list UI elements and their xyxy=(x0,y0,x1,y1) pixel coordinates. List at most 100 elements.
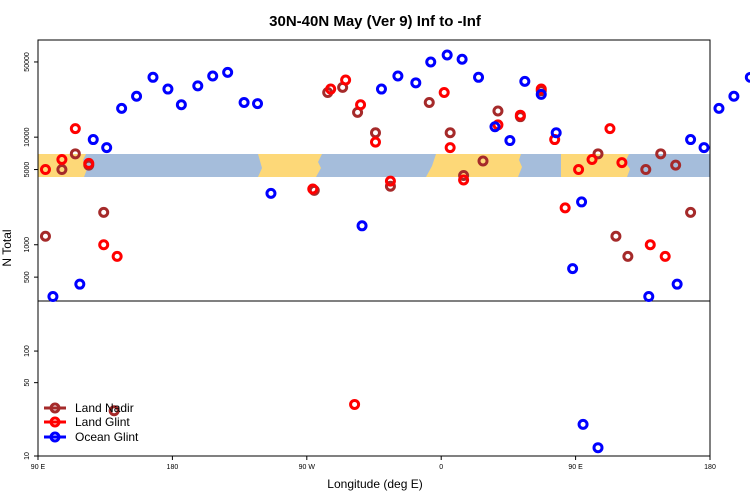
point-ocean-glint xyxy=(698,142,710,154)
x-tick-label: 90 E xyxy=(568,464,583,471)
point-land-nadir xyxy=(56,164,68,176)
x-tick-label: 90 W xyxy=(299,464,316,471)
point-ocean-glint xyxy=(222,66,234,78)
point-land-glint xyxy=(325,83,337,95)
point-land-glint xyxy=(604,123,616,135)
point-land-nadir xyxy=(108,405,120,417)
x-tick-label: 180 xyxy=(167,464,179,471)
legend-marker-land-nadir xyxy=(49,402,61,414)
land-region-3 xyxy=(561,154,630,177)
point-ocean-glint xyxy=(131,90,143,102)
point-land-glint xyxy=(349,398,361,410)
point-land-glint xyxy=(111,250,123,262)
point-ocean-glint xyxy=(47,291,59,303)
point-ocean-glint xyxy=(519,75,531,87)
legend-label-land-nadir: Land Nadir xyxy=(75,401,134,415)
point-land-glint xyxy=(586,153,598,165)
lower-y-tick-label: 100 xyxy=(24,345,31,357)
point-ocean-glint xyxy=(504,135,516,147)
x-tick-label: 90 E xyxy=(31,464,46,471)
x-tick-label: 0 xyxy=(439,464,443,471)
point-land-glint xyxy=(384,175,396,187)
ocean-band xyxy=(38,154,710,177)
point-land-nadir xyxy=(384,180,396,192)
axes: 90 E 180 90 W 0 90 E 180 500 1000 5000 10000 50000… xyxy=(24,39,716,471)
point-land-glint xyxy=(69,123,81,135)
land-region-2 xyxy=(426,154,522,177)
y-axis-label: N Total xyxy=(0,229,14,266)
point-land-nadir xyxy=(655,148,667,160)
lower-y-tick-label: 10 xyxy=(24,452,31,460)
point-land-glint xyxy=(98,239,110,251)
point-ocean-glint xyxy=(592,442,604,454)
point-land-glint xyxy=(438,87,450,99)
point-ocean-glint xyxy=(535,88,547,100)
point-ocean-glint xyxy=(252,98,264,110)
point-land-glint xyxy=(616,157,628,169)
point-ocean-glint xyxy=(744,71,750,83)
upper-y-tick-label: 10000 xyxy=(24,127,31,147)
point-ocean-glint xyxy=(162,83,174,95)
point-land-nadir xyxy=(98,206,110,218)
point-land-glint xyxy=(83,157,95,169)
x-axis-label: Longitude (deg E) xyxy=(327,477,422,491)
legend-marker-ocean-glint xyxy=(49,431,61,443)
point-ocean-glint xyxy=(410,77,422,89)
point-land-glint xyxy=(659,250,671,262)
point-land-nadir xyxy=(39,230,51,242)
legend-marker-land-glint xyxy=(49,416,61,428)
point-ocean-glint xyxy=(576,196,588,208)
point-land-glint xyxy=(535,83,547,95)
point-land-nadir xyxy=(444,127,456,139)
point-ocean-glint xyxy=(643,291,655,303)
point-land-nadir xyxy=(622,250,634,262)
point-ocean-glint xyxy=(147,71,159,83)
point-land-glint xyxy=(340,74,352,86)
point-land-glint xyxy=(458,174,470,186)
point-ocean-glint xyxy=(728,90,740,102)
point-land-nadir xyxy=(640,164,652,176)
legend-label-land-glint: Land Glint xyxy=(75,415,130,429)
point-land-glint xyxy=(514,109,526,121)
point-ocean-glint xyxy=(87,134,99,146)
point-land-glint xyxy=(56,153,68,165)
point-land-nadir xyxy=(458,170,470,182)
chart-title: 30N-40N May (Ver 9) Inf to -Inf xyxy=(269,13,482,30)
point-ocean-glint xyxy=(392,70,404,82)
point-land-nadir xyxy=(423,96,435,108)
point-land-glint xyxy=(307,183,319,195)
point-land-glint xyxy=(444,142,456,154)
point-ocean-glint xyxy=(577,418,589,430)
point-land-glint xyxy=(559,202,571,214)
point-land-nadir xyxy=(492,105,504,117)
point-ocean-glint xyxy=(265,187,277,199)
point-ocean-glint xyxy=(175,99,187,111)
point-ocean-glint xyxy=(375,83,387,95)
lower-y-tick-label: 50 xyxy=(24,379,31,387)
plot-frame xyxy=(37,39,711,457)
point-ocean-glint xyxy=(456,53,468,65)
world-map-band xyxy=(38,154,710,177)
point-ocean-glint xyxy=(101,142,113,154)
point-ocean-glint xyxy=(238,96,250,108)
point-land-nadir xyxy=(69,148,81,160)
point-ocean-glint xyxy=(74,278,86,290)
point-land-glint xyxy=(369,136,381,148)
upper-y-tick-label: 1000 xyxy=(24,237,31,253)
land-region-1 xyxy=(258,154,322,177)
point-land-nadir xyxy=(670,159,682,171)
legend: Land Nadir Land Glint Ocean Glint xyxy=(44,401,139,444)
point-ocean-glint xyxy=(116,102,128,114)
point-ocean-glint xyxy=(192,80,204,92)
point-land-glint xyxy=(644,239,656,251)
point-ocean-glint xyxy=(685,134,697,146)
upper-y-tick-label: 500 xyxy=(24,271,31,283)
point-ocean-glint xyxy=(567,263,579,275)
point-land-glint xyxy=(573,164,585,176)
upper-y-tick-label: 50000 xyxy=(24,52,31,72)
point-land-nadir xyxy=(592,148,604,160)
point-ocean-glint xyxy=(489,121,501,133)
point-ocean-glint xyxy=(207,70,219,82)
point-ocean-glint xyxy=(441,49,453,61)
point-ocean-glint xyxy=(713,102,725,114)
